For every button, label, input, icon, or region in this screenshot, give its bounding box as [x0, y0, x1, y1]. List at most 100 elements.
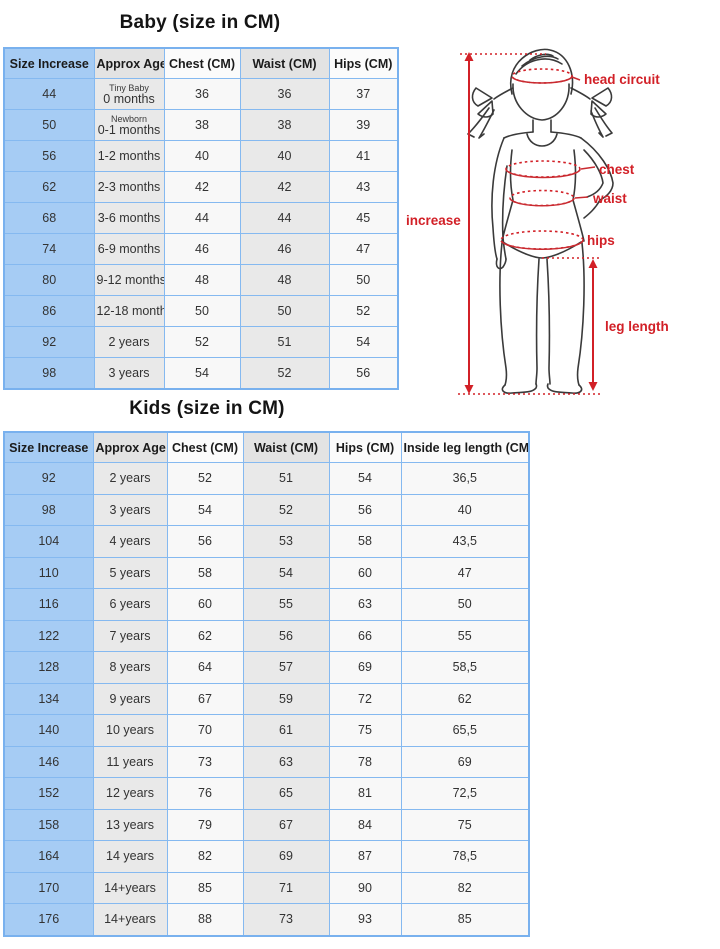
column-header: Approx Age	[92, 431, 168, 463]
table-row: 50 Newborn 0-1 months 38 38 39	[3, 109, 399, 141]
column-header: Waist (CM)	[239, 47, 330, 79]
table-cell: 53	[242, 525, 330, 558]
table-cell: 14+years	[92, 871, 168, 904]
leg-length-arrow	[542, 257, 599, 391]
table-cell: 50	[3, 109, 95, 141]
table-cell: 87	[328, 840, 402, 873]
table-cell: 4 years	[92, 525, 168, 558]
table-cell: 43	[328, 171, 399, 203]
table-cell: 50	[400, 588, 530, 621]
table-cell: 67	[166, 682, 244, 715]
table-cell: 85	[166, 871, 244, 904]
table-cell: 69	[400, 745, 530, 778]
table-cell: 59	[242, 682, 330, 715]
table-cell: 42	[239, 171, 330, 203]
table-cell: 81	[328, 777, 402, 810]
table-row: 62 2-3 months 42 42 43	[3, 171, 399, 203]
table-cell: 54	[328, 462, 402, 495]
table-row: 110 5 years 58 54 60 47	[3, 556, 530, 589]
table-row: 122 7 years 62 56 66 55	[3, 619, 530, 652]
table-cell: 56	[328, 493, 402, 526]
table-cell: 8 years	[92, 651, 168, 684]
hips-measure-ellipse	[500, 230, 584, 250]
table-cell: 2 years	[92, 462, 168, 495]
header-row: Size Increase Approx Age Chest (CM) Waist (…	[3, 47, 399, 79]
table-cell: 134	[3, 682, 94, 715]
head-measure-ellipse	[511, 68, 573, 84]
table-cell: 50	[328, 264, 399, 296]
hips-label: hips	[587, 233, 615, 248]
measurement-ellipses	[500, 68, 584, 250]
table-cell: 1-2 months	[93, 140, 165, 172]
table-row: 176 14+years 88 73 93 85	[3, 903, 530, 936]
baby-size-table: Size Increase Approx Age Chest (CM) Waist (…	[3, 47, 399, 390]
table-row: 92 2 years 52 51 54 36,5	[3, 462, 530, 495]
table-cell: 61	[242, 714, 330, 747]
column-header: Chest (CM)	[166, 431, 244, 463]
table-cell: 42	[163, 171, 241, 203]
table-cell: 62	[166, 619, 244, 652]
table-row: 158 13 years 79 67 84 75	[3, 808, 530, 841]
table-row: 56 1-2 months 40 40 41	[3, 140, 399, 172]
table-cell: 44	[163, 202, 241, 234]
table-row: 92 2 years 52 51 54	[3, 326, 399, 358]
child-figure-illustration	[467, 48, 614, 394]
column-header: Approx Age	[93, 47, 165, 79]
table-row: 128 8 years 64 57 69 58,5	[3, 651, 530, 684]
table-cell: 93	[328, 903, 402, 936]
table-cell: 69	[328, 651, 402, 684]
table-cell: 38	[163, 109, 241, 141]
table-cell: 76	[166, 777, 244, 810]
table-cell: 110	[3, 556, 94, 589]
table-cell: 56	[242, 619, 330, 652]
table-cell: 58,5	[400, 651, 530, 684]
table-cell: Tiny Baby 0 months	[93, 78, 165, 110]
table-cell: 164	[3, 840, 94, 873]
column-header: Hips (CM)	[328, 431, 402, 463]
table-cell: 92	[3, 462, 94, 495]
table-cell: 140	[3, 714, 94, 747]
table-cell: 170	[3, 871, 94, 904]
table-cell: 44	[239, 202, 330, 234]
waist-leader-line	[574, 196, 589, 199]
table-cell: 9-12 months	[93, 264, 165, 296]
table-cell: 62	[400, 682, 530, 715]
table-cell: 98	[3, 493, 94, 526]
table-row: 152 12 years 76 65 81 72,5	[3, 777, 530, 810]
table-cell: 79	[166, 808, 244, 841]
table-cell: 63	[328, 588, 402, 621]
table-cell: 52	[328, 295, 399, 327]
table-row: 134 9 years 67 59 72 62	[3, 682, 530, 715]
column-header: Hips (CM)	[328, 47, 399, 79]
table-cell: 48	[239, 264, 330, 296]
table-cell: 14+years	[92, 903, 168, 936]
table-cell: 40	[163, 140, 241, 172]
table-row: 146 11 years 73 63 78 69	[3, 745, 530, 778]
table-cell: 58	[166, 556, 244, 589]
table-cell: 85	[400, 903, 530, 936]
table-cell: 13 years	[92, 808, 168, 841]
table-cell: 63	[242, 745, 330, 778]
column-header: Waist (CM)	[242, 431, 330, 463]
table-cell: 38	[239, 109, 330, 141]
table-cell: 176	[3, 903, 94, 936]
chest-leader-line	[580, 166, 596, 170]
table-row: 68 3-6 months 44 44 45	[3, 202, 399, 234]
table-cell: 46	[163, 233, 241, 265]
table-row: 164 14 years 82 69 87 78,5	[3, 840, 530, 873]
table-cell: 73	[166, 745, 244, 778]
table-cell: 36,5	[400, 462, 530, 495]
table-cell: 45	[328, 202, 399, 234]
table-cell: 55	[242, 588, 330, 621]
table-cell: 98	[3, 357, 95, 390]
table-cell: 52	[239, 357, 330, 390]
table-cell: 57	[242, 651, 330, 684]
table-cell: 56	[3, 140, 95, 172]
table-cell: 40	[239, 140, 330, 172]
table-cell: 146	[3, 745, 94, 778]
table-cell: 68	[3, 202, 95, 234]
baby-table-title: Baby (size in CM)	[119, 12, 281, 33]
table-cell: 9 years	[92, 682, 168, 715]
table-cell: 70	[166, 714, 244, 747]
table-cell: 55	[400, 619, 530, 652]
